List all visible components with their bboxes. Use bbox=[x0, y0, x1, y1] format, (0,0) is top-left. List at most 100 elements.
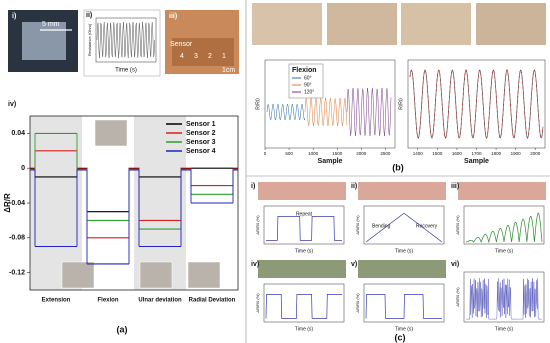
y-axis-label: ΔR/R0 (%) bbox=[355, 215, 360, 235]
legend-label: 120° bbox=[304, 89, 314, 95]
y-tick-label: 0.04 bbox=[11, 130, 25, 137]
plot-frame bbox=[463, 271, 545, 323]
photo-strip bbox=[358, 260, 446, 278]
y-axis-label: R/R0 bbox=[398, 98, 404, 110]
x-axis-label: Time (s) bbox=[495, 326, 513, 332]
x-tick-label: 1000 bbox=[308, 151, 319, 156]
panel-label: ii) bbox=[86, 12, 92, 19]
subpanel-label: ii) bbox=[351, 183, 357, 190]
x-tick-label: 1700 bbox=[471, 151, 482, 156]
x-tick-label: 1500 bbox=[332, 151, 343, 156]
sensor-id: 2 bbox=[208, 53, 212, 60]
x-tick-label: 2000 bbox=[530, 151, 541, 156]
annotation: Bending bbox=[372, 223, 391, 229]
annotation: Repeat bbox=[296, 211, 313, 217]
waveform bbox=[96, 21, 155, 59]
y-axis-label: ΔR/R0 (%) bbox=[355, 293, 360, 313]
y-axis-label: ΔR/R0 (%) bbox=[455, 215, 460, 235]
panel-label: iv) bbox=[8, 101, 16, 108]
panel-label: (a) bbox=[117, 324, 128, 334]
photo-grid bbox=[22, 22, 66, 60]
x-axis-label: Time (s) bbox=[395, 326, 413, 332]
legend-title: Flexion bbox=[292, 67, 317, 74]
panel-label: i) bbox=[12, 13, 16, 20]
sensor-id: 1 bbox=[222, 53, 226, 60]
legend-label: 60° bbox=[304, 75, 312, 81]
waveform bbox=[266, 103, 306, 121]
x-axis-label: Time (s) bbox=[495, 248, 513, 254]
subpanel-label: i) bbox=[251, 183, 255, 190]
inset-photo bbox=[94, 119, 128, 147]
inset-photo bbox=[139, 261, 173, 289]
subpanel-label: v) bbox=[351, 261, 357, 268]
photo-arm bbox=[476, 3, 546, 45]
sensor-id: 3 bbox=[194, 53, 198, 60]
photo-arm bbox=[401, 3, 471, 45]
series-connector bbox=[30, 133, 238, 230]
plot-frame bbox=[263, 283, 345, 323]
legend-label: 90° bbox=[304, 82, 312, 88]
waveform bbox=[346, 87, 392, 137]
x-tick-label: 1900 bbox=[511, 151, 522, 156]
x-category-label: Radial Deviation bbox=[189, 298, 236, 304]
y-tick-label: 0 bbox=[21, 165, 25, 172]
legend-label: Sensor 4 bbox=[186, 148, 216, 155]
waveform bbox=[365, 294, 442, 319]
scale-label: 5 mm bbox=[42, 21, 60, 28]
annotation: Recovery bbox=[416, 223, 438, 229]
subpanel-label: iv) bbox=[251, 261, 259, 268]
x-tick-label: 1500 bbox=[432, 151, 443, 156]
waveform bbox=[265, 294, 342, 319]
y-axis-label: Resistance (Ohm) bbox=[87, 23, 92, 56]
legend-label: Sensor 1 bbox=[186, 121, 216, 128]
x-tick-label: 0 bbox=[264, 151, 267, 156]
y-axis-label: ΔR/R bbox=[3, 193, 12, 213]
sensor-id: 4 bbox=[180, 53, 184, 60]
region-shade bbox=[134, 116, 186, 290]
y-axis-label: ΔR/R0 (%) bbox=[455, 287, 460, 307]
y-tick-label: -0.12 bbox=[9, 269, 25, 276]
photo-arm bbox=[252, 3, 322, 45]
photo-strip bbox=[358, 182, 446, 200]
x-tick-label: 500 bbox=[285, 151, 293, 156]
x-tick-label: 1600 bbox=[452, 151, 463, 156]
waveform bbox=[466, 278, 542, 320]
x-tick-label: 1800 bbox=[491, 151, 502, 156]
y-axis-label: R/R0 bbox=[255, 98, 261, 110]
x-axis-label: Sample bbox=[464, 158, 489, 165]
photo-strip bbox=[258, 260, 346, 278]
panel-label: (b) bbox=[392, 162, 404, 172]
plot-frame bbox=[463, 205, 545, 245]
photo-strip bbox=[458, 182, 546, 200]
panel-label: (c) bbox=[395, 332, 406, 342]
inset-photo bbox=[187, 261, 221, 289]
photo-strip bbox=[258, 182, 346, 200]
scale-label: 1cm bbox=[222, 67, 235, 74]
region-shade bbox=[30, 116, 82, 290]
x-category-label: Flexion bbox=[97, 298, 118, 304]
x-category-label: Extension bbox=[42, 298, 71, 304]
x-tick-label: 2000 bbox=[356, 151, 367, 156]
panel-ii bbox=[83, 9, 161, 77]
sensor-label: Sensor bbox=[170, 41, 193, 48]
x-tick-label: 2500 bbox=[380, 151, 391, 156]
plot-frame bbox=[264, 59, 396, 149]
x-axis-label: Time (s) bbox=[115, 68, 137, 74]
x-axis-label: Sample bbox=[318, 158, 343, 165]
y-axis-label: ΔR/R0 (%) bbox=[255, 293, 260, 313]
inset-photo bbox=[61, 261, 95, 289]
x-axis-label: Time (s) bbox=[295, 248, 313, 254]
subpanel-label: iii) bbox=[451, 183, 459, 190]
x-category-label: Ulnar deviation bbox=[138, 298, 182, 304]
x-axis-label: Time (s) bbox=[395, 248, 413, 254]
plot-frame bbox=[95, 17, 157, 63]
legend-label: Sensor 3 bbox=[186, 139, 216, 146]
photo-sensor-strip bbox=[172, 38, 234, 66]
y-tick-label: -0.08 bbox=[9, 235, 25, 242]
panel-label: iii) bbox=[169, 13, 177, 20]
waveform-overlay bbox=[409, 69, 544, 139]
plot-frame bbox=[363, 205, 445, 245]
y-tick-label: -0.04 bbox=[9, 200, 25, 207]
plot-frame bbox=[263, 205, 345, 245]
